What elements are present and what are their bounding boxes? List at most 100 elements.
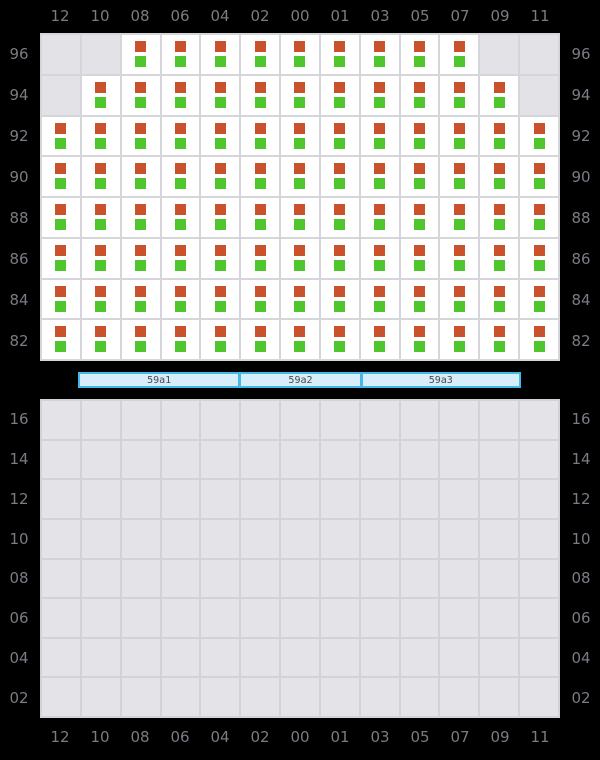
slot-16-12[interactable] <box>42 401 80 439</box>
slot-08-03[interactable] <box>360 559 399 598</box>
slot-90-09[interactable] <box>480 157 519 196</box>
slot-04-07[interactable] <box>440 638 479 677</box>
slot-06-11[interactable] <box>520 599 558 637</box>
slot-02-08[interactable] <box>121 678 160 716</box>
slot-94-03[interactable] <box>360 75 399 115</box>
slot-04-12[interactable] <box>42 638 80 677</box>
slot-84-11[interactable] <box>520 279 558 319</box>
slot-06-05[interactable] <box>400 599 439 637</box>
slot-92-12[interactable] <box>42 116 80 156</box>
slot-94-07[interactable] <box>440 75 479 115</box>
slot-10-09[interactable] <box>480 519 519 558</box>
slot-82-03[interactable] <box>360 320 399 359</box>
slot-10-04[interactable] <box>201 519 240 558</box>
slot-04-01[interactable] <box>320 638 359 677</box>
slot-06-04[interactable] <box>201 599 240 637</box>
slot-08-09[interactable] <box>480 559 519 598</box>
slot-02-03[interactable] <box>360 678 399 716</box>
slot-94-01[interactable] <box>320 75 359 115</box>
slot-86-04[interactable] <box>201 238 240 278</box>
slot-06-06[interactable] <box>161 599 200 637</box>
slot-16-09[interactable] <box>480 401 519 439</box>
slot-08-05[interactable] <box>400 559 439 598</box>
slot-04-09[interactable] <box>480 638 519 677</box>
slot-88-01[interactable] <box>320 198 359 237</box>
slot-84-00[interactable] <box>281 279 319 319</box>
slot-92-11[interactable] <box>520 116 558 156</box>
slot-12-04[interactable] <box>201 480 240 518</box>
slot-88-05[interactable] <box>400 198 439 237</box>
slot-14-05[interactable] <box>400 440 439 479</box>
slot-84-08[interactable] <box>121 279 160 319</box>
slot-96-05[interactable] <box>400 35 439 74</box>
slot-08-08[interactable] <box>121 559 160 598</box>
slot-90-11[interactable] <box>520 157 558 196</box>
slot-88-06[interactable] <box>161 198 200 237</box>
slot-88-00[interactable] <box>281 198 319 237</box>
slot-08-02[interactable] <box>241 559 280 598</box>
slot-90-06[interactable] <box>161 157 200 196</box>
slot-82-02[interactable] <box>241 320 280 359</box>
slot-02-09[interactable] <box>480 678 519 716</box>
slot-96-03[interactable] <box>360 35 399 74</box>
slot-08-11[interactable] <box>520 559 558 598</box>
slot-16-11[interactable] <box>520 401 558 439</box>
slot-94-12[interactable] <box>42 75 80 115</box>
slot-88-02[interactable] <box>241 198 280 237</box>
slot-12-12[interactable] <box>42 480 80 518</box>
slot-90-12[interactable] <box>42 157 80 196</box>
slot-90-05[interactable] <box>400 157 439 196</box>
slot-04-02[interactable] <box>241 638 280 677</box>
slot-94-00[interactable] <box>281 75 319 115</box>
slot-12-10[interactable] <box>81 480 120 518</box>
slot-82-08[interactable] <box>121 320 160 359</box>
slot-10-06[interactable] <box>161 519 200 558</box>
slot-96-08[interactable] <box>121 35 160 74</box>
slot-88-11[interactable] <box>520 198 558 237</box>
slot-96-06[interactable] <box>161 35 200 74</box>
slot-02-02[interactable] <box>241 678 280 716</box>
slot-84-05[interactable] <box>400 279 439 319</box>
slot-08-07[interactable] <box>440 559 479 598</box>
slot-10-05[interactable] <box>400 519 439 558</box>
slot-92-10[interactable] <box>81 116 120 156</box>
slot-16-04[interactable] <box>201 401 240 439</box>
slot-06-01[interactable] <box>320 599 359 637</box>
slot-84-12[interactable] <box>42 279 80 319</box>
slot-04-05[interactable] <box>400 638 439 677</box>
slot-06-08[interactable] <box>121 599 160 637</box>
slot-02-07[interactable] <box>440 678 479 716</box>
slot-10-10[interactable] <box>81 519 120 558</box>
slot-14-02[interactable] <box>241 440 280 479</box>
slot-14-03[interactable] <box>360 440 399 479</box>
slot-12-05[interactable] <box>400 480 439 518</box>
slot-86-07[interactable] <box>440 238 479 278</box>
slot-90-02[interactable] <box>241 157 280 196</box>
slot-06-07[interactable] <box>440 599 479 637</box>
slot-10-07[interactable] <box>440 519 479 558</box>
slot-04-06[interactable] <box>161 638 200 677</box>
slot-04-04[interactable] <box>201 638 240 677</box>
slot-14-08[interactable] <box>121 440 160 479</box>
slot-12-07[interactable] <box>440 480 479 518</box>
slot-16-00[interactable] <box>281 401 319 439</box>
slot-84-02[interactable] <box>241 279 280 319</box>
slot-08-06[interactable] <box>161 559 200 598</box>
slot-94-08[interactable] <box>121 75 160 115</box>
slot-96-07[interactable] <box>440 35 479 74</box>
slot-88-08[interactable] <box>121 198 160 237</box>
slot-86-03[interactable] <box>360 238 399 278</box>
slot-14-12[interactable] <box>42 440 80 479</box>
slot-86-01[interactable] <box>320 238 359 278</box>
slot-96-04[interactable] <box>201 35 240 74</box>
slot-12-09[interactable] <box>480 480 519 518</box>
slot-92-07[interactable] <box>440 116 479 156</box>
slot-84-10[interactable] <box>81 279 120 319</box>
slot-84-06[interactable] <box>161 279 200 319</box>
slot-14-00[interactable] <box>281 440 319 479</box>
slot-14-04[interactable] <box>201 440 240 479</box>
hatch-cover-59a3[interactable]: 59a3 <box>359 374 519 386</box>
slot-84-07[interactable] <box>440 279 479 319</box>
slot-10-11[interactable] <box>520 519 558 558</box>
slot-16-10[interactable] <box>81 401 120 439</box>
